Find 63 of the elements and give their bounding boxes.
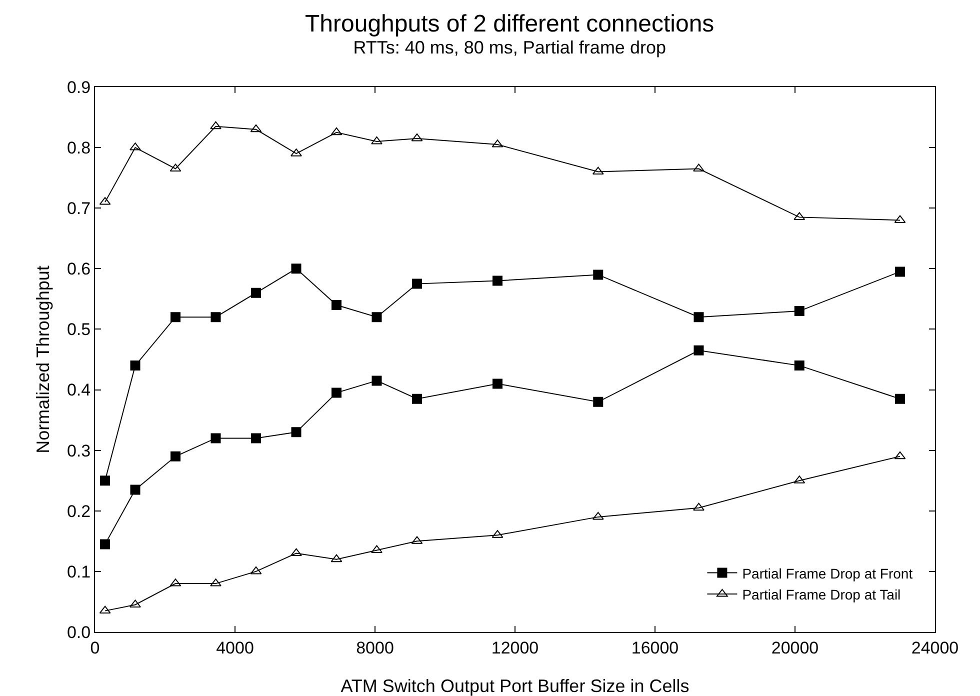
x-tick-label: 20000: [771, 638, 819, 658]
point: [291, 264, 302, 274]
point: [593, 270, 604, 280]
point: [130, 360, 140, 371]
y-tick-label: 0.4: [66, 380, 91, 400]
point: [593, 396, 604, 407]
point: [694, 312, 704, 322]
y-tick-label: 0.9: [66, 78, 91, 97]
point: [492, 276, 502, 286]
point: [99, 606, 111, 614]
point: [412, 278, 422, 289]
point: [130, 484, 140, 495]
point: [693, 502, 704, 511]
point: [250, 566, 262, 574]
x-tick-label: 4000: [216, 638, 254, 658]
point: [251, 288, 261, 298]
y-tick-label: 0.7: [66, 199, 91, 218]
y-tick-label: 0.5: [66, 320, 91, 340]
point: [100, 539, 110, 550]
x-tick-label: 24000: [911, 638, 959, 658]
chart-subtitle: RTTs: 40 ms, 80 ms, Partial frame drop: [353, 37, 666, 58]
x-tick-label: 12000: [491, 638, 539, 658]
y-tick-label: 0.3: [66, 441, 91, 460]
point: [210, 312, 221, 322]
point: [592, 512, 604, 520]
point: [290, 548, 302, 556]
point: [694, 345, 704, 356]
point: [372, 376, 382, 386]
point: [372, 312, 382, 322]
x-tick-label: 0: [90, 638, 100, 658]
point: [100, 476, 110, 486]
point: [412, 394, 422, 404]
point: [895, 394, 905, 404]
y-axis-title: Normalized Throughput: [33, 266, 53, 454]
y-tick-label: 0.8: [66, 138, 91, 158]
point: [492, 378, 502, 389]
point: [332, 388, 342, 398]
point: [330, 554, 342, 562]
point: [592, 166, 604, 175]
point: [330, 127, 342, 136]
point: [411, 133, 423, 142]
y-tick-label: 0.1: [66, 562, 91, 582]
point: [894, 451, 906, 460]
point: [251, 433, 261, 444]
y-tick-label: 0.0: [66, 622, 91, 642]
x-tick-label: 16000: [631, 638, 679, 658]
legend-label: Partial Frame Drop at Tail: [742, 586, 901, 602]
point: [794, 360, 804, 371]
point: [210, 433, 221, 444]
y-tick-label: 0.2: [66, 502, 91, 521]
x-tick-label: 8000: [356, 638, 394, 658]
point: [332, 300, 342, 310]
point: [250, 124, 262, 132]
legend-label: Partial Frame Drop at Front: [742, 565, 913, 582]
point: [895, 266, 905, 277]
point: [170, 451, 180, 462]
point: [291, 427, 302, 438]
chart-title: Throughputs of 2 different connections: [305, 10, 714, 38]
y-tick-label: 0.6: [66, 260, 91, 279]
x-axis-title: ATM Switch Output Port Buffer Size in Cells: [340, 676, 690, 696]
point: [170, 312, 180, 322]
point: [210, 121, 222, 130]
point: [794, 306, 804, 316]
